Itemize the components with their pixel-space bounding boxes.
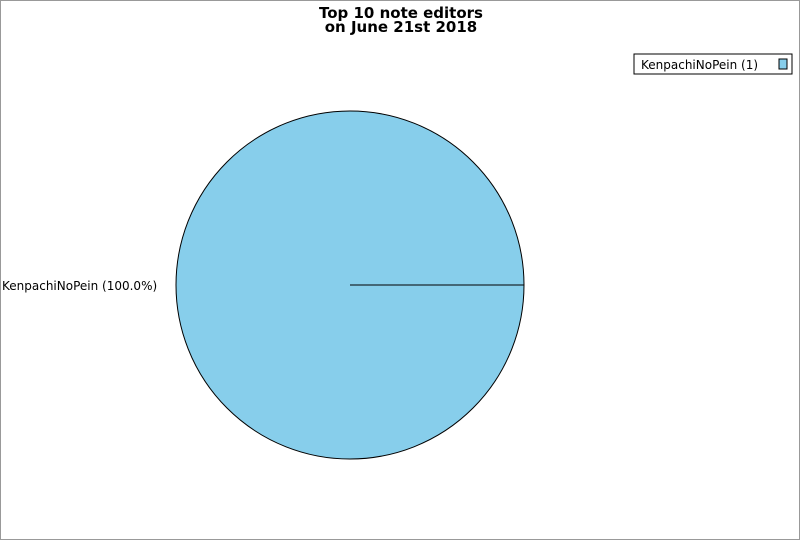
chart-title: Top 10 note editors [319, 4, 483, 22]
chart-subtitle: on June 21st 2018 [325, 18, 477, 36]
legend-box [633, 53, 793, 75]
slice-label: KenpachiNoPein (100.0%) [2, 279, 157, 293]
legend-label: KenpachiNoPein (1) [641, 58, 758, 72]
legend: KenpachiNoPein (1) [633, 53, 793, 75]
legend-swatch [778, 58, 788, 70]
